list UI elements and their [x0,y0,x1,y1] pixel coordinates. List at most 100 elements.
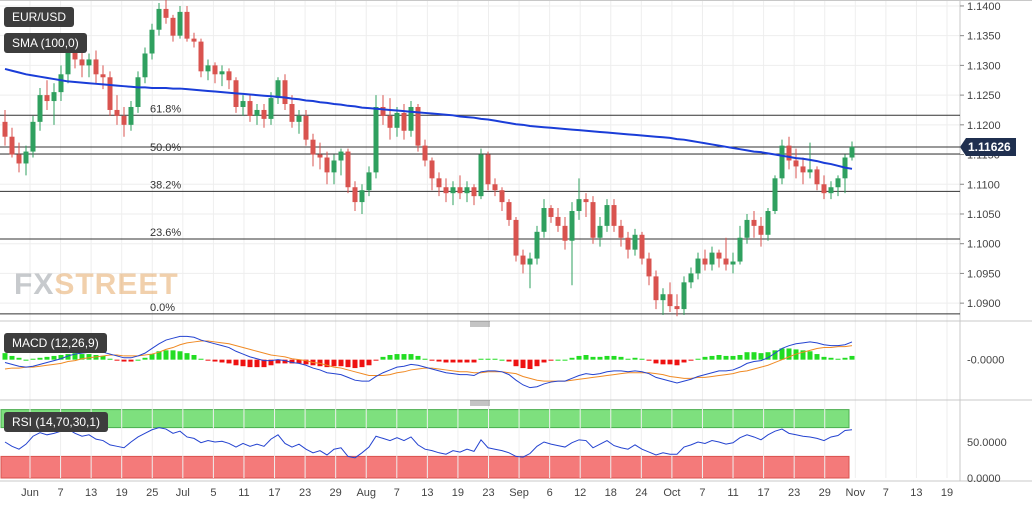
candle-body [716,252,722,259]
date-axis-label: 7 [58,487,64,499]
rsi-indicator-label[interactable]: RSI (14,70,30,1) [4,412,109,432]
price-axis-label: 1.0900 [967,298,1001,310]
candle-body [240,101,246,107]
macd-histogram-bar [408,354,414,360]
date-axis-label: Oct [663,487,680,499]
date-axis-label: Sep [509,487,529,499]
date-axis-label: 7 [394,487,400,499]
macd-histogram-bar [702,356,708,360]
macd-histogram-bar [436,359,442,362]
candle-body [268,98,274,119]
candle-body [65,50,71,75]
macd-histogram-bar [506,359,512,362]
date-axis-label: 5 [210,487,216,499]
candle-body [548,208,554,217]
macd-histogram-bar [849,355,855,360]
macd-histogram-bar [716,355,722,360]
rsi-value-line [4,427,853,459]
macd-histogram-bar [233,359,239,366]
rsi-line [4,427,853,459]
fib-level-label: 50.0% [150,142,181,154]
macd-histogram-bar [415,355,421,360]
last-price-tag-background [960,138,1016,157]
macd-histogram-bar [352,359,358,369]
macd-indicator-label[interactable]: MACD (12,26,9) [4,333,107,353]
sma-indicator-label[interactable]: SMA (100,0) [4,33,87,53]
candle-body [695,258,701,274]
macd-histogram-bar [611,355,617,360]
macd-histogram-bar [478,358,484,360]
rsi-oversold-zone [0,455,850,479]
macd-histogram-bar [16,357,22,360]
macd-histogram-bar [779,348,785,360]
candle-body [814,169,820,185]
macd-histogram-bar [128,359,134,362]
macd-histogram-bar [44,356,50,360]
candle-body [184,11,190,39]
candle-body [821,184,827,194]
candle-body [380,106,386,116]
candle-body [674,306,680,310]
candle-body [520,255,526,265]
macd-histogram-bar [681,359,687,363]
macd-histogram-bar [121,359,127,362]
candle-body [660,294,666,301]
candle-body [751,219,757,226]
macd-histogram-bar [625,358,631,360]
date-axis-label: 18 [605,487,617,499]
pane-resize-handles[interactable] [470,321,490,406]
macd-histogram-bar [569,357,575,360]
fxstreet-watermark: FXSTREET [14,268,179,302]
macd-histogram-bar [247,359,253,368]
candle-body [709,252,715,265]
date-axis-label: 17 [268,487,280,499]
candle-body [261,109,267,119]
price-axis-label: 1.0950 [967,268,1001,280]
date-axis-label: 19 [941,487,953,499]
macd-histogram-bar [786,348,792,360]
date-axis-label: Nov [846,487,866,499]
candle-body [9,136,15,155]
candle-body [730,261,736,265]
candle-body [205,65,211,72]
candle-body [464,187,470,194]
date-axis-label: 23 [788,487,800,499]
date-axis-label: Jul [176,487,190,499]
rsi-axis-label: 50.0000 [967,437,1007,449]
macd-histogram-bar [366,359,372,366]
candle-body [562,225,568,241]
date-axis-label: 23 [299,487,311,499]
macd-histogram-bar [107,358,113,360]
price-axis-label: 1.1100 [967,179,1000,191]
candle-body [765,211,771,235]
macd-histogram-bar [100,355,106,360]
candle-body [359,190,365,203]
macd-histogram-bar [345,359,351,368]
candle-body [471,187,477,197]
symbol-label[interactable]: EUR/USD [4,7,75,27]
candle-body [443,187,449,194]
macd-histogram-bar [646,359,652,361]
candle-body [534,231,540,259]
price-axis-label: 1.1400 [967,1,1001,13]
candle-body [506,202,512,220]
macd-histogram-bar [541,359,547,363]
candle-body [170,17,176,36]
macd-histogram-bar [359,359,365,368]
fib-level-label: 0.0% [150,302,175,314]
macd-histogram-bar [548,359,554,361]
macd-histogram-bar [380,356,386,360]
price-axis-label: 1.1000 [967,239,1001,251]
date-axis-label: 29 [330,487,342,499]
fib-level-label: 23.6% [150,227,181,239]
macd-histogram-bar [373,359,379,361]
date-axis-label: 13 [910,487,922,499]
candle-body [415,106,421,146]
candle-body [702,258,708,265]
macd-histogram-bar [191,355,197,360]
macd-histogram-bar [639,358,645,360]
macd-histogram-bar [450,359,456,363]
macd-histogram-bar [268,359,274,366]
candle-body [639,234,645,259]
macd-histogram-bar [800,350,806,360]
